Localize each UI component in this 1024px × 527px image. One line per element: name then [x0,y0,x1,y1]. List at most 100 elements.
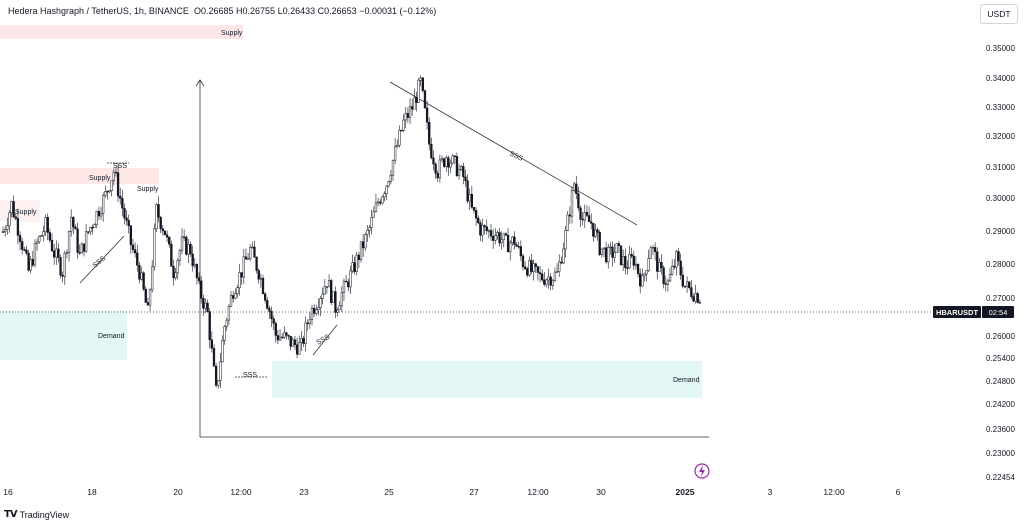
candle-body [217,380,220,386]
candle-body [16,218,20,236]
demand-zone-bottom [272,361,702,398]
candle-body [630,254,633,257]
price-tag-countdown: 02:54 [989,308,1008,317]
candle-body [532,263,535,272]
candle-body [25,249,28,254]
candle-body [332,291,335,303]
candle-body [351,262,354,272]
candle-body [656,251,659,272]
candle-body [489,230,493,237]
candle-body [108,190,111,193]
demand-label-left: Demand [98,333,125,340]
candle-body [415,97,418,103]
candle-body [664,283,667,285]
candle-body [366,230,369,235]
candle-body [342,280,346,293]
candle-body [148,289,152,306]
candle-body [114,171,118,174]
time-axis[interactable]: 16 18 20 12:00 23 25 27 12:00 30 2025 3 12:00 6 [3,487,900,497]
candle-body [212,348,216,367]
candle-body [513,236,516,245]
candle-body [551,279,554,286]
candle-body [59,257,62,276]
candle-body [76,228,79,253]
candle-body [400,129,403,132]
sss-label-downtrend: SSS [508,150,524,162]
candle-body [519,246,523,257]
candle-body [374,202,378,212]
candle-body [372,211,375,218]
candle-body [621,256,625,265]
candle-body [411,106,414,110]
candle-body [125,217,128,221]
candle-body [151,266,154,291]
candle-body [462,166,465,178]
candle-body [176,260,179,274]
candle-body [609,246,612,249]
candle-body [575,183,578,194]
candle-body [276,335,280,341]
candle-body [562,248,565,264]
symbol-title[interactable]: Hedera Hashgraph / TetherUS, 1h, BINANCE [8,6,189,16]
price-tag-symbol: HBARUSDT [936,308,979,317]
zone-labels: Supply Supply Supply Supply Demand Demand SSS S… [15,30,700,384]
candle-body [406,113,410,118]
price-axis[interactable]: 0.35000 0.34000 0.33000 0.32000 0.31000 0.300… [986,44,1015,482]
candle-body [155,204,158,230]
candle-body [349,270,352,288]
candle-body [521,255,525,268]
candle-body [611,246,614,258]
currency-button[interactable]: USDT [980,4,1018,24]
candle-body [688,281,691,288]
candle-body [566,214,569,231]
x-tick-label: 20 [173,487,183,497]
candle-body [112,171,115,181]
candle-body [626,267,629,269]
x-tick-label: 12:00 [527,487,549,497]
y-tick-label: 0.27000 [986,294,1015,303]
candle-body [538,272,542,275]
alert-icon[interactable] [694,463,710,479]
candle-body [583,212,586,221]
candle-body [285,332,288,336]
candle-body [364,234,367,249]
candle-body [185,236,188,255]
candle-body [40,235,43,237]
tradingview-logo-icon: TV [4,509,18,520]
candle-body [133,249,137,254]
x-tick-label: 6 [896,487,901,497]
candle-body [379,201,382,204]
candle-body [671,265,674,275]
y-tick-label: 0.28000 [986,260,1015,269]
x-tick-label: 3 [768,487,773,497]
candle-body [200,280,203,299]
candle-body [645,270,648,275]
tradingview-brand[interactable]: TV TradingView [4,509,69,520]
candle-body [70,217,73,232]
candle-body [270,311,273,320]
candle-body [698,302,702,304]
candle-body [651,247,655,249]
brand-label: TradingView [19,509,70,520]
candle-body [251,246,254,249]
candle-body [355,254,358,272]
candle-body [660,262,663,268]
candle-body [430,143,433,159]
candle-body [634,263,638,266]
candle-body [163,230,167,236]
candle-body [681,274,684,287]
candle-body [261,277,265,294]
candle-body [306,322,309,324]
candle-body [485,226,488,232]
candle-body [304,322,307,344]
candle-body [266,300,269,309]
y-tick-label: 0.33000 [986,103,1015,112]
candle-body [191,253,194,267]
candle-body [528,260,531,276]
candle-body [594,229,597,237]
y-tick-label: 0.24800 [986,377,1015,386]
candle-body [232,295,235,299]
sss-label-bottom: SSS [243,372,257,379]
candle-body [293,339,297,345]
